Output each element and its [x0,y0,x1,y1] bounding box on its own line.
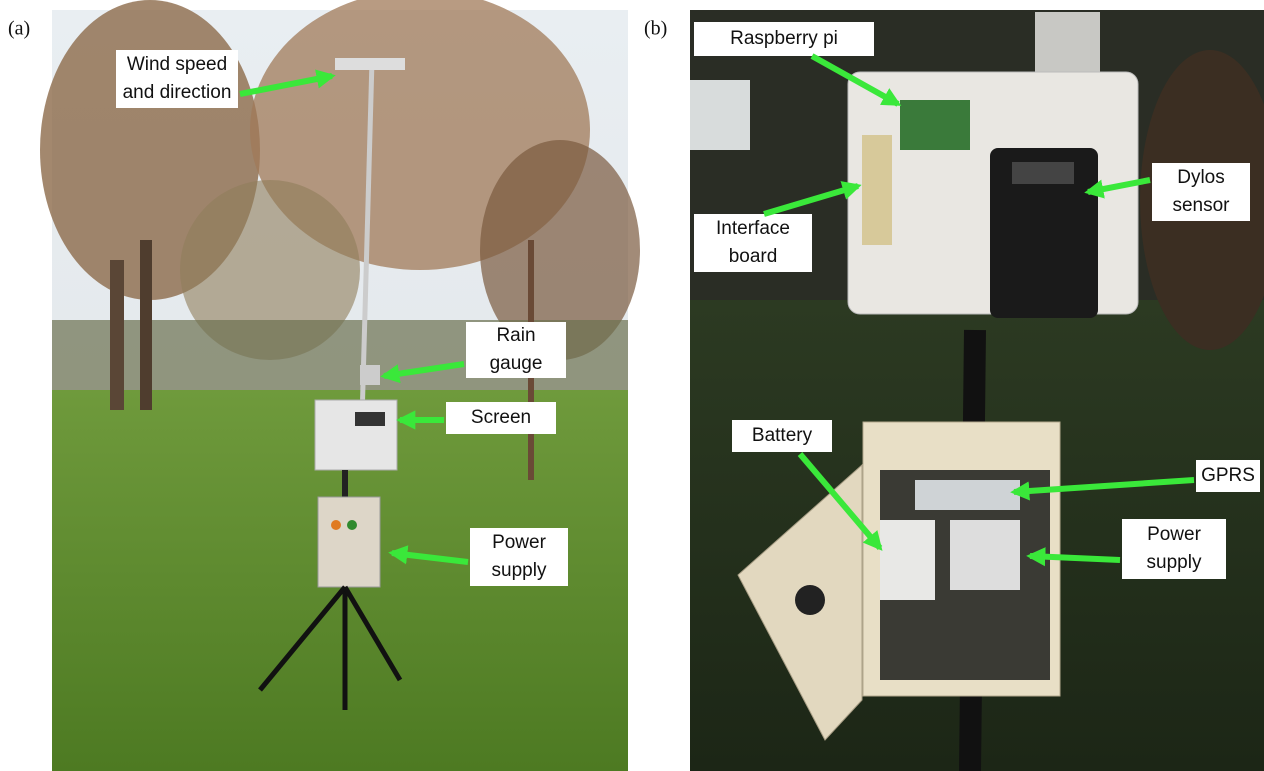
annotation: Raspberry pi [694,22,902,107]
photo-a [40,0,640,771]
label-text: supply [492,560,547,581]
label-text: Wind speed [127,54,227,75]
annotation: Power supply [388,528,568,586]
label-text: Power [492,532,547,553]
label-text: board [729,246,778,267]
panel-tag: (b) [644,18,667,40]
annotation: Screen [396,402,556,434]
label-text: and direction [123,82,232,103]
label-text: sensor [1172,195,1230,216]
label-text: supply [1147,552,1202,573]
label-text: gauge [490,353,543,374]
annotation: Dylos sensor [1084,163,1250,221]
label-text: GPRS [1201,465,1255,486]
annotation: Battery [732,420,883,551]
panel-tag: (a) [8,18,30,40]
label-text: Battery [752,425,813,446]
photo-b [690,10,1264,771]
label-text: Interface [716,218,790,239]
label-text: Screen [471,407,531,428]
annotation: Power supply [1026,519,1226,579]
label-text: Dylos [1177,167,1225,188]
label-text: Power [1147,524,1202,545]
label-text: Raspberry pi [730,28,838,49]
annotation: Interface board [694,181,862,272]
annotation: GPRS [1010,460,1260,501]
label-text: Rain [496,325,535,346]
annotation: Wind speed and direction [116,50,336,108]
annotation: Rain gauge [380,322,566,384]
